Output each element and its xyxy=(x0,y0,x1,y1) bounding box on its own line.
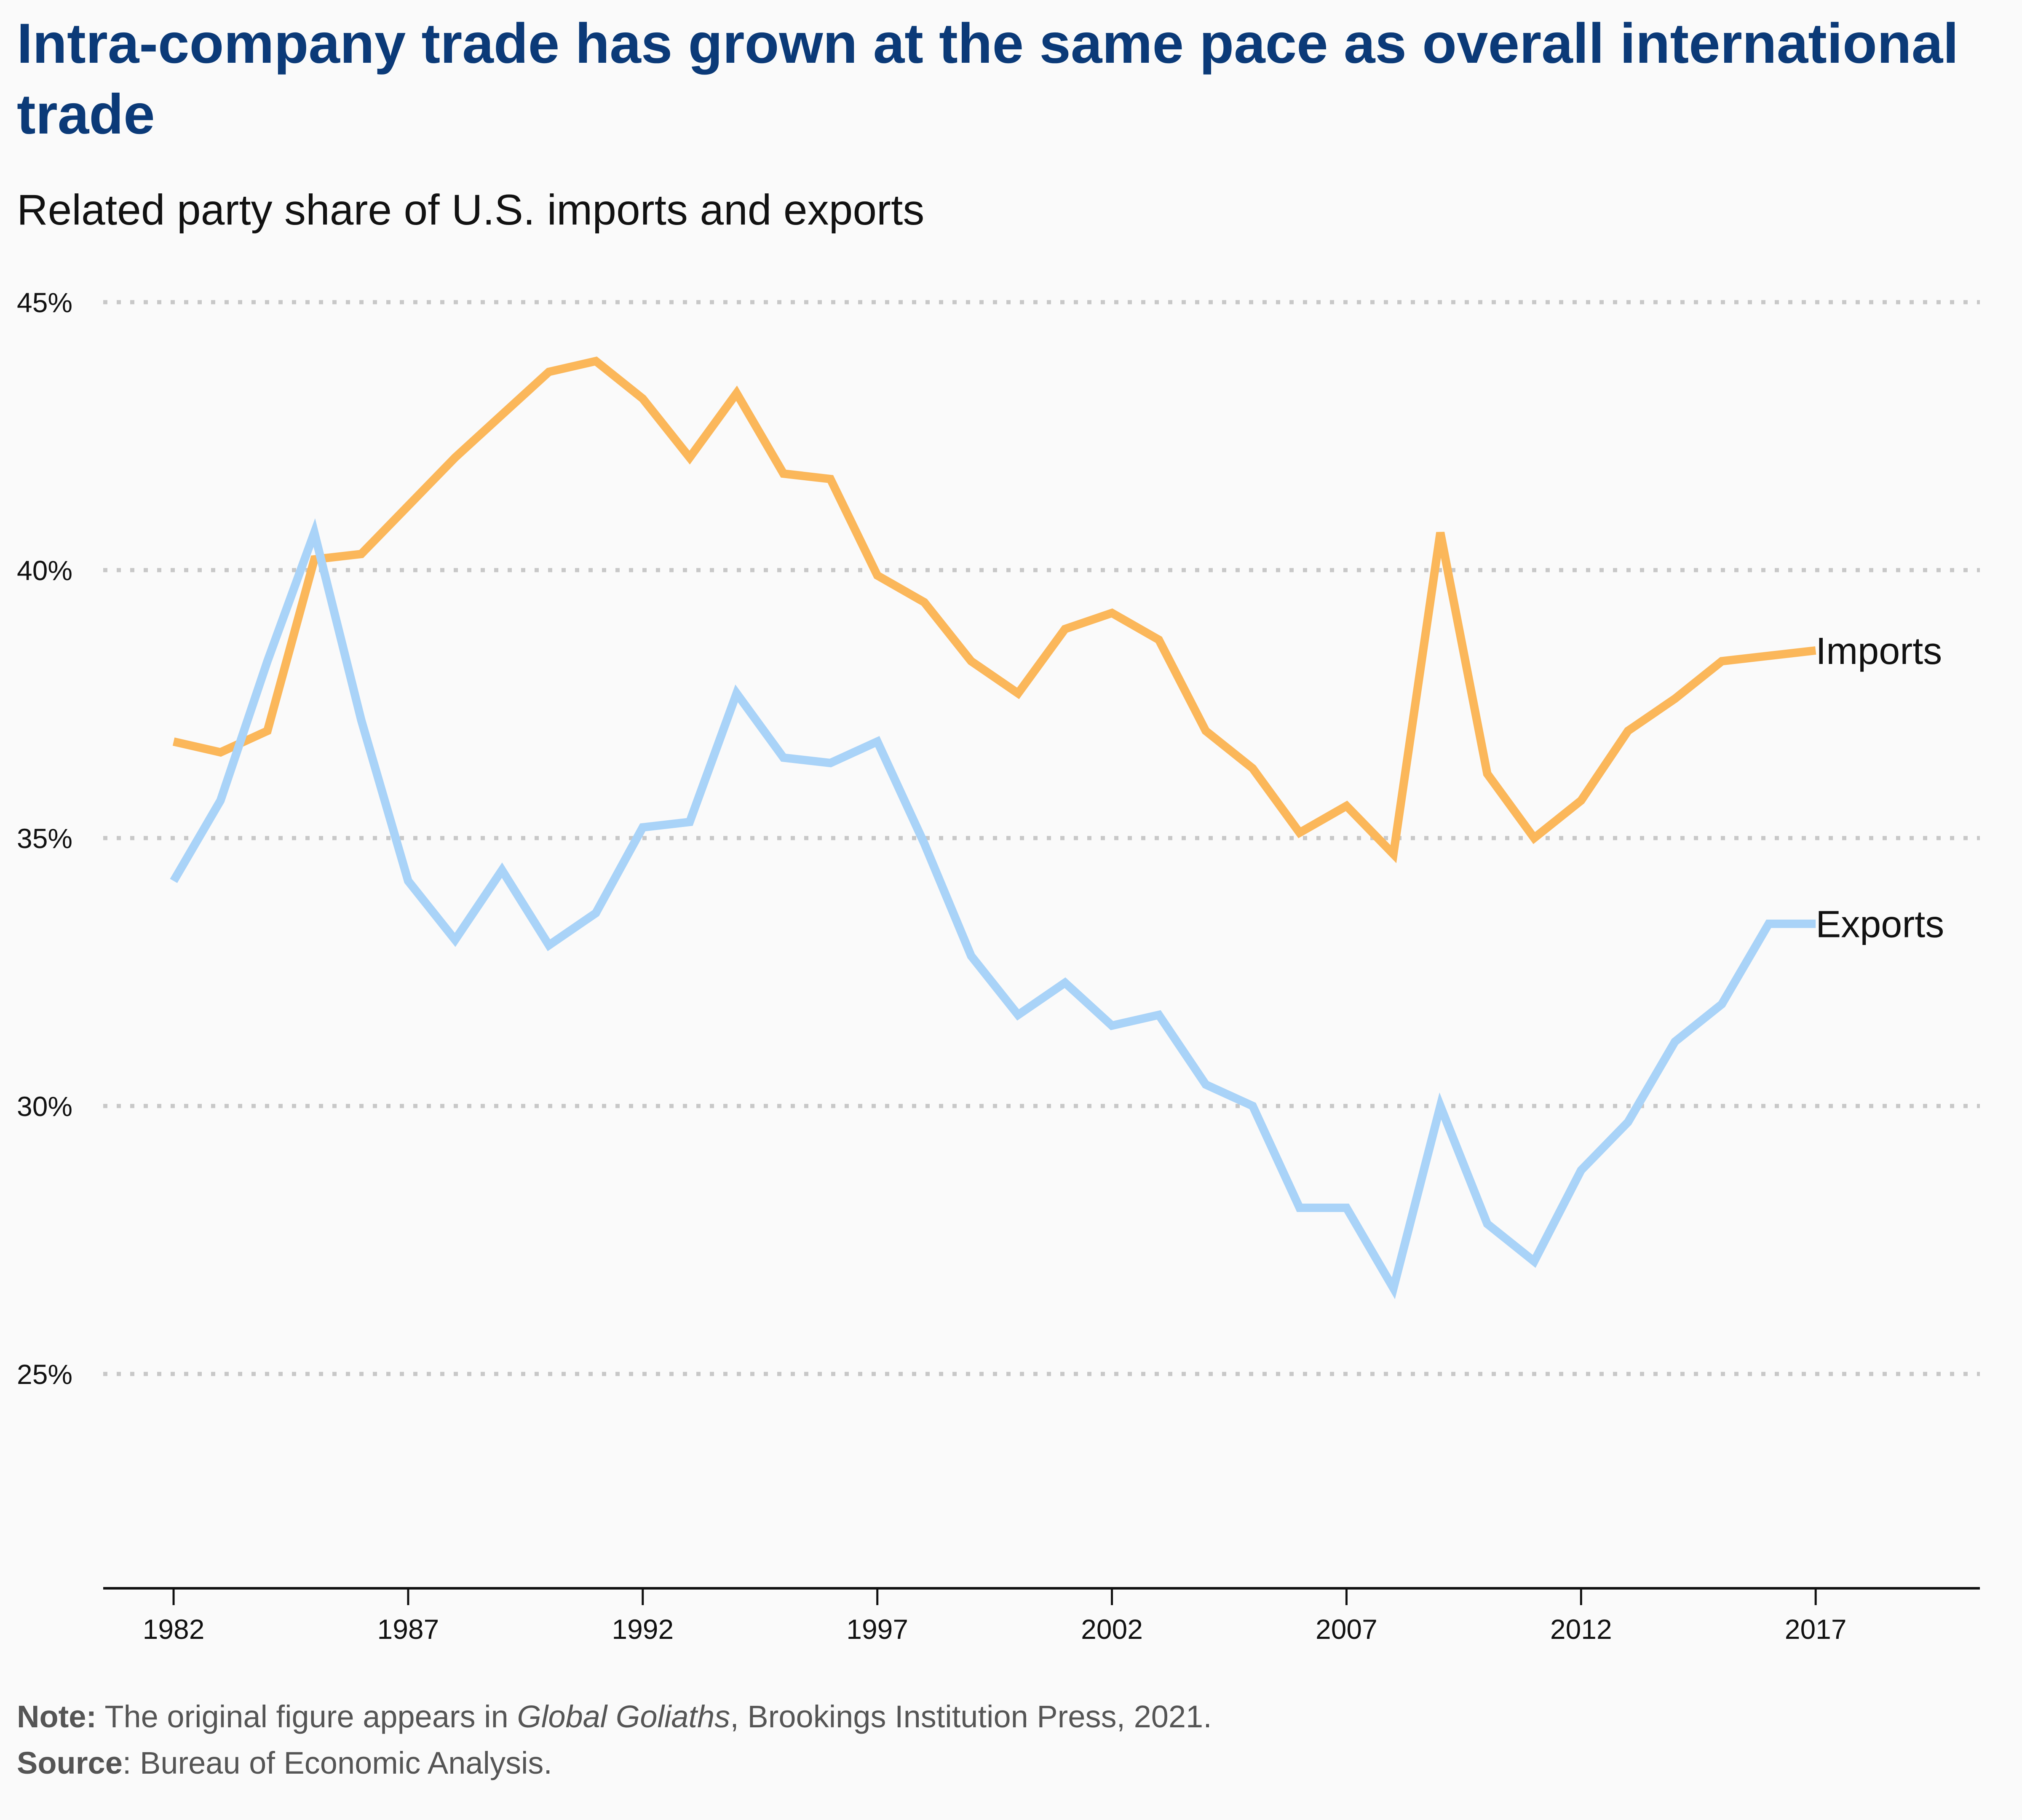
x-tick-label: 2017 xyxy=(1785,1614,1847,1645)
x-tick-label: 1992 xyxy=(612,1614,674,1645)
x-tick-label: 1982 xyxy=(143,1614,205,1645)
footer: Note: The original figure appears in Glo… xyxy=(17,1694,1212,1786)
series-line-imports xyxy=(172,356,1816,863)
x-tick-label: 2007 xyxy=(1316,1614,1377,1645)
chart-title: Intra-company trade has grown at the sam… xyxy=(17,12,1959,146)
x-axis-ticks: 1982 1987 1992 1997 2002 2007 2012 2017 xyxy=(143,1588,1847,1645)
series-label-imports: Imports xyxy=(1816,630,1942,672)
note-book-title: Global Goliaths xyxy=(517,1699,730,1734)
note-post: , Brookings Institution Press, 2021. xyxy=(730,1699,1212,1734)
series-line-exports xyxy=(170,518,1816,1299)
series-labels: Imports Exports xyxy=(1816,630,1944,946)
x-tick-label: 1997 xyxy=(846,1614,908,1645)
x-tick-label: 2002 xyxy=(1081,1614,1143,1645)
source-label: Source xyxy=(17,1745,123,1780)
y-tick-label: 25% xyxy=(17,1359,72,1390)
y-tick-label: 35% xyxy=(17,823,72,854)
x-tick-label: 2012 xyxy=(1550,1614,1612,1645)
chart-subtitle: Related party share of U.S. imports and … xyxy=(17,186,925,234)
gridlines xyxy=(103,300,1980,1376)
footer-note: Note: The original figure appears in Glo… xyxy=(17,1694,1212,1740)
y-tick-label: 30% xyxy=(17,1091,72,1122)
y-tick-label: 40% xyxy=(17,555,72,586)
series-label-exports: Exports xyxy=(1816,904,1944,946)
source-text: : Bureau of Economic Analysis. xyxy=(122,1745,552,1780)
x-tick-label: 1987 xyxy=(377,1614,439,1645)
series-lines xyxy=(170,356,1816,1299)
note-pre: The original figure appears in xyxy=(96,1699,517,1734)
y-axis-ticks: 25% 30% 35% 40% 45% xyxy=(17,287,72,1390)
note-label: Note: xyxy=(17,1699,97,1734)
footer-source: Source: Bureau of Economic Analysis. xyxy=(17,1740,1212,1786)
y-tick-label: 45% xyxy=(17,287,72,318)
